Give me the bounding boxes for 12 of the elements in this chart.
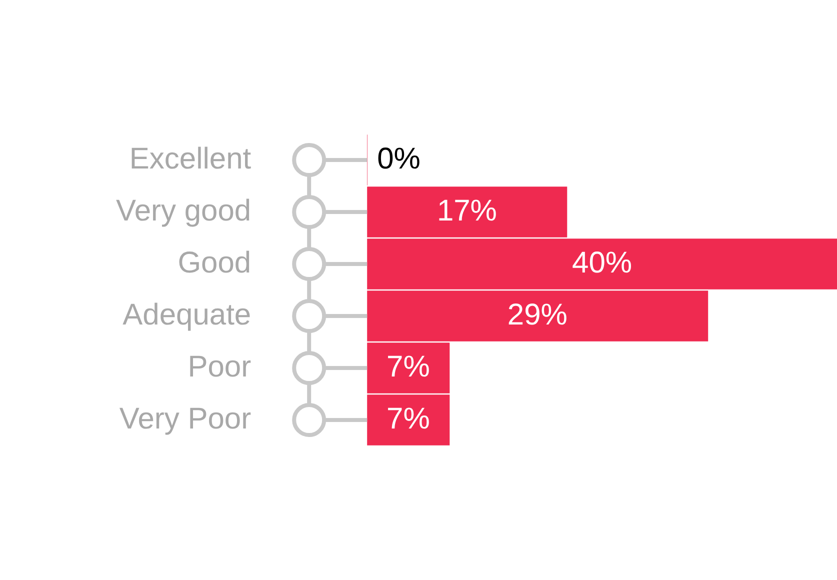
data-label: 17% [436, 194, 497, 228]
y-tick-label: Good [178, 246, 252, 280]
y-tick-label: Very Poor [119, 402, 252, 436]
data-label: 40% [572, 246, 632, 280]
y-tick-label: Excellent [129, 142, 252, 176]
data-label: 29% [507, 298, 568, 332]
y-tick-label: Poor [188, 350, 252, 384]
y-tick-label: Very good [116, 194, 252, 228]
data-label: 7% [386, 350, 430, 384]
y-tick-label: Adequate [122, 298, 252, 332]
data-label: 0% [377, 142, 420, 176]
data-label: 7% [386, 402, 430, 436]
